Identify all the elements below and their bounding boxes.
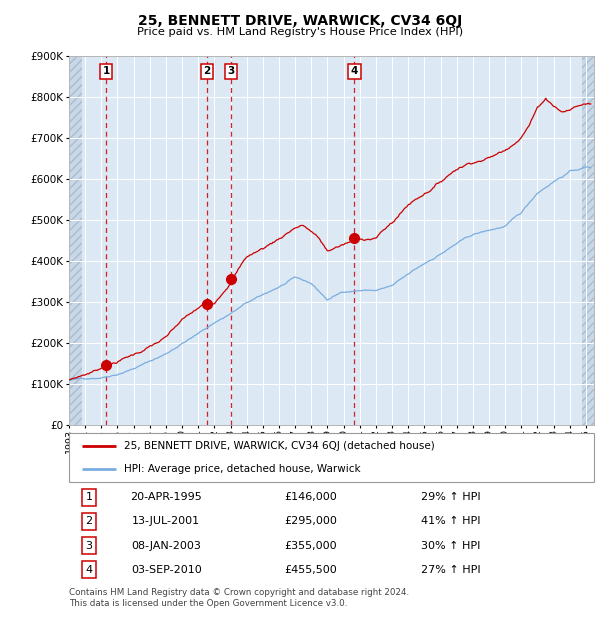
Text: HPI: Average price, detached house, Warwick: HPI: Average price, detached house, Warw…	[124, 464, 361, 474]
Bar	[69, 56, 82, 425]
Text: 2: 2	[85, 516, 92, 526]
Text: 1: 1	[103, 66, 110, 76]
Text: 29% ↑ HPI: 29% ↑ HPI	[421, 492, 481, 502]
Text: 1: 1	[85, 492, 92, 502]
Text: £146,000: £146,000	[284, 492, 337, 502]
Text: 41% ↑ HPI: 41% ↑ HPI	[421, 516, 480, 526]
FancyBboxPatch shape	[69, 433, 594, 482]
Text: 3: 3	[227, 66, 235, 76]
Text: £355,000: £355,000	[284, 541, 337, 551]
Text: 25, BENNETT DRIVE, WARWICK, CV34 6QJ (detached house): 25, BENNETT DRIVE, WARWICK, CV34 6QJ (de…	[124, 441, 435, 451]
Text: Price paid vs. HM Land Registry's House Price Index (HPI): Price paid vs. HM Land Registry's House …	[137, 27, 463, 37]
Bar	[582, 56, 594, 425]
Text: 08-JAN-2003: 08-JAN-2003	[131, 541, 201, 551]
Text: 13-JUL-2001: 13-JUL-2001	[132, 516, 200, 526]
Text: 20-APR-1995: 20-APR-1995	[130, 492, 202, 502]
Text: 30% ↑ HPI: 30% ↑ HPI	[421, 541, 480, 551]
Text: 27% ↑ HPI: 27% ↑ HPI	[421, 565, 481, 575]
Text: 2: 2	[203, 66, 211, 76]
Text: 4: 4	[351, 66, 358, 76]
Text: £295,000: £295,000	[284, 516, 337, 526]
Text: 3: 3	[85, 541, 92, 551]
Text: 4: 4	[85, 565, 92, 575]
Text: This data is licensed under the Open Government Licence v3.0.: This data is licensed under the Open Gov…	[69, 599, 347, 608]
Text: Contains HM Land Registry data © Crown copyright and database right 2024.: Contains HM Land Registry data © Crown c…	[69, 588, 409, 597]
Text: 03-SEP-2010: 03-SEP-2010	[131, 565, 202, 575]
Text: 25, BENNETT DRIVE, WARWICK, CV34 6QJ: 25, BENNETT DRIVE, WARWICK, CV34 6QJ	[138, 14, 462, 28]
Text: £455,500: £455,500	[284, 565, 337, 575]
